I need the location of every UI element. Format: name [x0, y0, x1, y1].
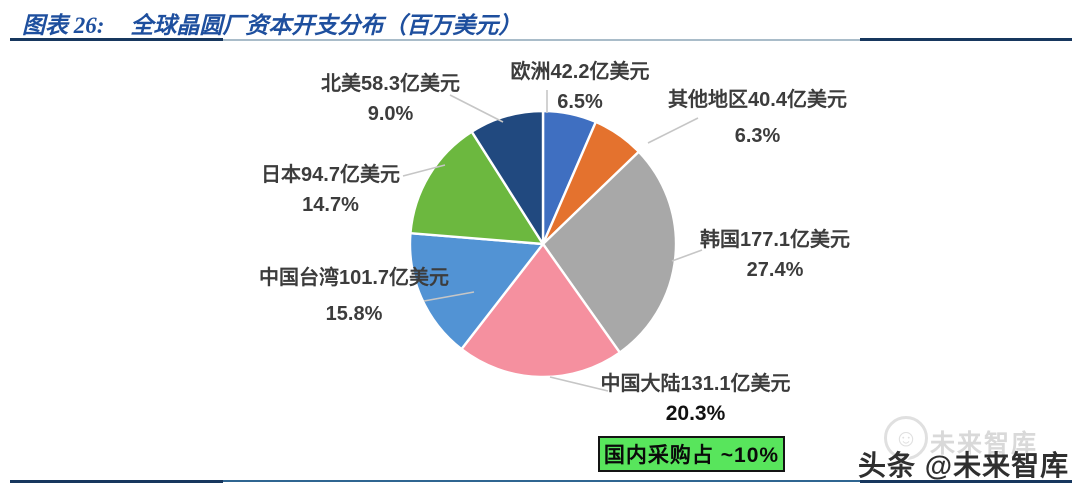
pie-slice-韩国 [541, 150, 678, 354]
title-rule-right [860, 38, 1072, 41]
figure-title: 图表 26: 全球晶圆厂资本开支分布（百万美元） [22, 6, 521, 40]
bottom-rule-middle [223, 480, 860, 482]
watermark-light-text: 未来智库 [930, 430, 1039, 458]
pie-slice-中国大陆 [460, 242, 622, 379]
title-rule-middle [223, 39, 860, 41]
pie-label-north-america: 北美58.3亿美元 9.0% [321, 73, 460, 125]
pie-slice-日本 [409, 130, 545, 246]
pie-label-europe: 欧洲42.2亿美元 6.5% [510, 61, 650, 113]
leader-line-china-mainland [549, 376, 609, 392]
bottom-rule [10, 480, 1072, 483]
watermark-dark-text: 头条 @未来智库 [858, 450, 1070, 481]
leader-line-japan [402, 164, 446, 177]
figure-number: 图表 26: [22, 13, 105, 38]
watermark-logo-icon: ☺ [884, 416, 928, 460]
pie-slice-北美 [470, 109, 545, 246]
bottom-rule-left [10, 480, 223, 483]
pie-label-china-mainland: 中国大陆131.1亿美元 20.3% [600, 373, 791, 425]
leader-lines [402, 90, 703, 392]
leader-line-north-america [449, 94, 504, 123]
title-rule-left [10, 38, 223, 41]
bottom-rule-right [860, 480, 1072, 483]
pie-label-korea: 韩国177.1亿美元 27.4% [699, 229, 851, 281]
pie-label-taiwan: 中国台湾101.7亿美元 15.8% [258, 267, 450, 325]
domestic-note: 国内采购占 ~10% [598, 436, 785, 472]
leader-line-taiwan [423, 291, 475, 302]
pie-slice-中国台湾 [408, 231, 545, 351]
leader-line-korea [671, 249, 703, 262]
pie-label-other: 其他地区40.4亿美元 6.3% [668, 89, 847, 147]
title-rule [10, 38, 1072, 41]
pie-label-japan: 日本94.7亿美元 14.7% [261, 164, 400, 216]
figure-title-text: 全球晶圆厂资本开支分布（百万美元） [130, 13, 522, 38]
leader-line-other [647, 117, 699, 144]
